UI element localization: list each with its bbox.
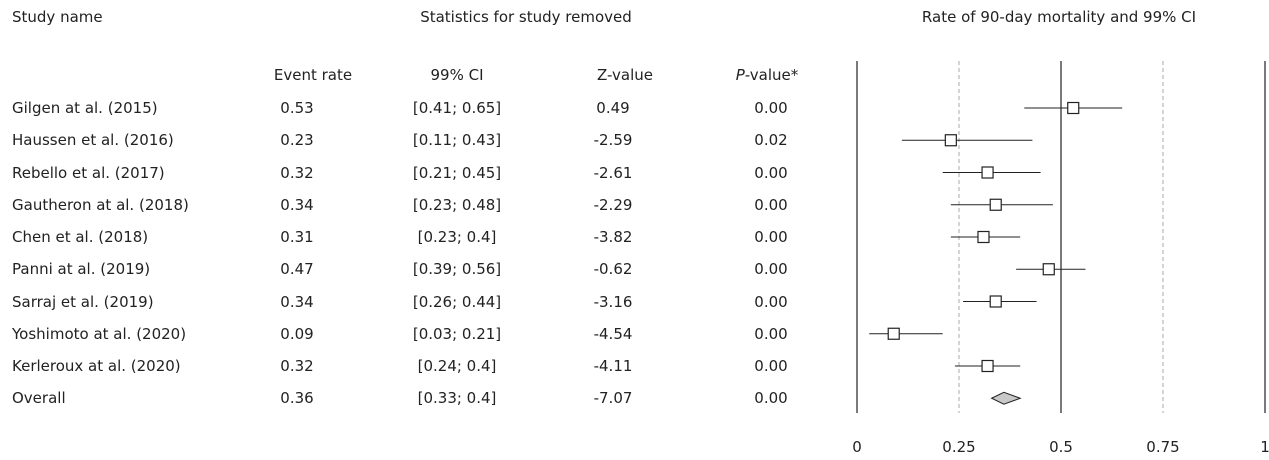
stats-group-header: Statistics for study removed bbox=[420, 8, 632, 26]
point-estimate-marker bbox=[981, 166, 994, 179]
event-rate: 0.47 bbox=[280, 260, 314, 278]
study-name: Sarraj et al. (2019) bbox=[12, 293, 154, 311]
event-rate: 0.53 bbox=[280, 99, 314, 117]
study-name-header: Study name bbox=[12, 8, 103, 26]
ci-value: [0.41; 0.65] bbox=[412, 99, 502, 117]
plot-title: Rate of 90-day mortality and 99% CI bbox=[921, 8, 1197, 26]
event-rate: 0.09 bbox=[280, 325, 314, 343]
overall-diamond bbox=[990, 391, 1022, 405]
study-name: Gilgen at al. (2015) bbox=[12, 99, 158, 117]
ci-value: [0.24; 0.4] bbox=[417, 357, 497, 375]
p-value: 0.02 bbox=[754, 131, 788, 149]
study-name: Rebello et al. (2017) bbox=[12, 164, 165, 182]
p-value: 0.00 bbox=[754, 99, 788, 117]
p-value-header-rest: -value* bbox=[744, 66, 799, 84]
study-name: Panni at al. (2019) bbox=[12, 260, 151, 278]
point-estimate-marker bbox=[977, 230, 990, 244]
z-value: -3.82 bbox=[593, 228, 633, 246]
study-name: Gautheron at al. (2018) bbox=[12, 196, 189, 214]
p-value: 0.00 bbox=[754, 228, 788, 246]
z-value: -2.61 bbox=[593, 164, 633, 182]
z-value: -2.29 bbox=[593, 196, 633, 214]
z-value-header: Z-value bbox=[597, 66, 653, 84]
ci-value: [0.39; 0.56] bbox=[412, 260, 502, 278]
z-value: -0.62 bbox=[593, 260, 633, 278]
ci-value: [0.23; 0.48] bbox=[412, 196, 502, 214]
event-rate: 0.34 bbox=[280, 293, 314, 311]
event-rate: 0.32 bbox=[280, 164, 314, 182]
study-name: Yoshimoto at al. (2020) bbox=[12, 325, 187, 343]
z-value: -2.59 bbox=[593, 131, 633, 149]
z-value: -7.07 bbox=[593, 389, 633, 407]
ci-header: 99% CI bbox=[430, 66, 484, 84]
ci-value: [0.26; 0.44] bbox=[412, 293, 502, 311]
point-estimate-marker bbox=[944, 134, 957, 147]
p-value-header-italic: P bbox=[735, 66, 745, 84]
z-value: -4.54 bbox=[593, 325, 633, 343]
point-estimate-marker bbox=[989, 198, 1002, 211]
p-value: 0.00 bbox=[754, 164, 788, 182]
study-name: Overall bbox=[12, 389, 66, 407]
p-value: 0.00 bbox=[754, 325, 788, 343]
x-tick-label: 1 bbox=[1260, 438, 1269, 456]
study-name: Chen et al. (2018) bbox=[12, 228, 149, 246]
point-estimate-marker bbox=[989, 295, 1002, 308]
p-value: 0.00 bbox=[754, 260, 788, 278]
x-tick-label: 0.75 bbox=[1146, 438, 1179, 456]
event-rate: 0.23 bbox=[280, 131, 314, 149]
ci-value: [0.21; 0.45] bbox=[412, 164, 502, 182]
p-value: 0.00 bbox=[754, 389, 788, 407]
ci-value: [0.33; 0.4] bbox=[417, 389, 497, 407]
event-rate-header: Event rate bbox=[273, 66, 353, 84]
x-tick-label: 0.25 bbox=[942, 438, 975, 456]
ci-value: [0.03; 0.21] bbox=[412, 325, 502, 343]
study-name: Haussen et al. (2016) bbox=[12, 131, 174, 149]
z-value: 0.49 bbox=[596, 99, 630, 117]
point-estimate-marker bbox=[981, 359, 994, 373]
p-value: 0.00 bbox=[754, 357, 788, 375]
p-value: 0.00 bbox=[754, 293, 788, 311]
p-value: 0.00 bbox=[754, 196, 788, 214]
z-value: -3.16 bbox=[593, 293, 633, 311]
x-tick-label: 0.5 bbox=[1049, 438, 1073, 456]
ci-value: [0.23; 0.4] bbox=[417, 228, 497, 246]
x-tick-label: 0 bbox=[852, 438, 862, 456]
p-value-header: P-value* bbox=[736, 66, 799, 84]
event-rate: 0.34 bbox=[280, 196, 314, 214]
study-name: Kerleroux at al. (2020) bbox=[12, 357, 181, 375]
point-estimate-marker bbox=[887, 327, 900, 340]
event-rate: 0.31 bbox=[280, 228, 314, 246]
z-value: -4.11 bbox=[593, 357, 633, 375]
point-estimate-marker bbox=[1067, 101, 1080, 115]
event-rate: 0.36 bbox=[280, 389, 314, 407]
event-rate: 0.32 bbox=[280, 357, 314, 375]
ci-value: [0.11; 0.43] bbox=[412, 131, 502, 149]
point-estimate-marker bbox=[1042, 263, 1055, 276]
